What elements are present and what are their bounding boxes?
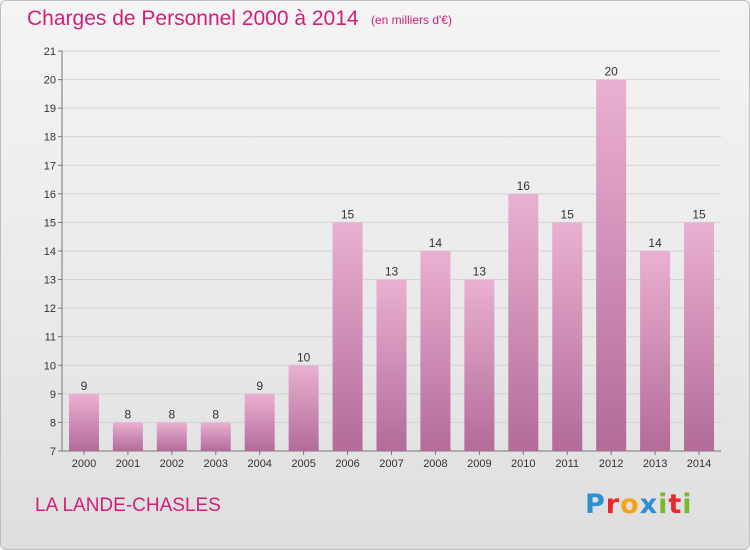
y-tick-label: 8 <box>50 417 56 429</box>
bar <box>244 393 275 451</box>
bar <box>288 365 319 451</box>
data-label: 15 <box>692 207 706 221</box>
bar <box>640 251 671 451</box>
data-label: 8 <box>212 407 219 421</box>
data-label: 15 <box>561 207 575 221</box>
data-label: 15 <box>341 207 355 221</box>
bar <box>68 393 99 451</box>
y-tick-label: 16 <box>44 189 56 201</box>
labels: 7 8 9 10 11 12 13 14 15 16 17 18 19 20 21 9 2000 8 2001 8 20… <box>44 46 712 470</box>
bar <box>420 251 451 451</box>
bar <box>508 193 539 451</box>
y-tick-label: 9 <box>50 389 56 401</box>
chart-title: Charges de Personnel 2000 à 2014 <box>27 7 359 30</box>
y-tick-label: 17 <box>44 160 56 172</box>
data-label: 13 <box>385 265 399 279</box>
data-label: 8 <box>125 407 132 421</box>
place-name: LA LANDE-CHASLES <box>35 495 221 516</box>
bar-chart: 7 8 9 10 11 12 13 14 15 16 17 18 19 20 21 9 2000 8 2001 8 20… <box>44 46 721 470</box>
bars <box>68 79 715 452</box>
bar <box>112 422 143 451</box>
data-label: 9 <box>81 379 88 393</box>
y-tick-label: 14 <box>44 246 56 258</box>
x-tick-label: 2004 <box>247 458 271 470</box>
y-tick-label: 18 <box>44 132 56 144</box>
y-tick-label: 11 <box>45 332 56 344</box>
data-label: 14 <box>648 236 662 250</box>
bar <box>200 422 231 451</box>
bar <box>156 422 187 451</box>
x-tick-label: 2014 <box>687 458 711 470</box>
logo-letter: i <box>682 489 693 520</box>
data-label: 14 <box>429 236 443 250</box>
data-label: 16 <box>517 179 531 193</box>
x-tick-label: 2001 <box>116 458 140 470</box>
y-tick-label: 7 <box>50 446 56 458</box>
y-tick-label: 13 <box>44 275 56 287</box>
x-tick-label: 2005 <box>291 458 315 470</box>
data-label: 9 <box>256 379 263 393</box>
x-tick-label: 2011 <box>555 458 579 470</box>
bar <box>596 79 627 452</box>
x-tick-label: 2009 <box>467 458 491 470</box>
logo-letter: i <box>658 489 669 520</box>
x-tick-label: 2002 <box>160 458 184 470</box>
x-tick-label: 2006 <box>335 458 359 470</box>
y-tick-label: 19 <box>44 103 56 115</box>
x-tick-label: 2013 <box>643 458 667 470</box>
logo-letter: r <box>605 489 621 520</box>
bar <box>376 279 407 451</box>
x-tick-label: 2010 <box>511 458 535 470</box>
x-tick-label: 2000 <box>72 458 96 470</box>
chart-subtitle: (en milliers d'€) <box>371 13 452 27</box>
data-label: 10 <box>297 350 311 364</box>
bar <box>552 222 583 451</box>
x-tick-label: 2008 <box>423 458 447 470</box>
logo-letter: t <box>668 489 683 520</box>
y-tick-label: 15 <box>44 217 56 229</box>
x-tick-label: 2012 <box>599 458 623 470</box>
y-tick-label: 20 <box>44 75 56 87</box>
x-tick-label: 2007 <box>379 458 403 470</box>
x-tick-label: 2003 <box>204 458 228 470</box>
y-tick-label: 21 <box>44 46 56 58</box>
bar <box>332 222 363 451</box>
data-label: 8 <box>168 407 175 421</box>
proxiti-logo[interactable]: Proxiti <box>585 489 693 520</box>
logo-letter: x <box>639 489 659 520</box>
logo-letter: P <box>585 489 606 520</box>
logo-letter: o <box>620 489 640 520</box>
bar <box>464 279 495 451</box>
data-label: 13 <box>473 265 487 279</box>
y-tick-label: 10 <box>44 360 56 372</box>
y-tick-label: 12 <box>44 303 56 315</box>
data-label: 20 <box>604 65 618 79</box>
bar <box>684 222 715 451</box>
